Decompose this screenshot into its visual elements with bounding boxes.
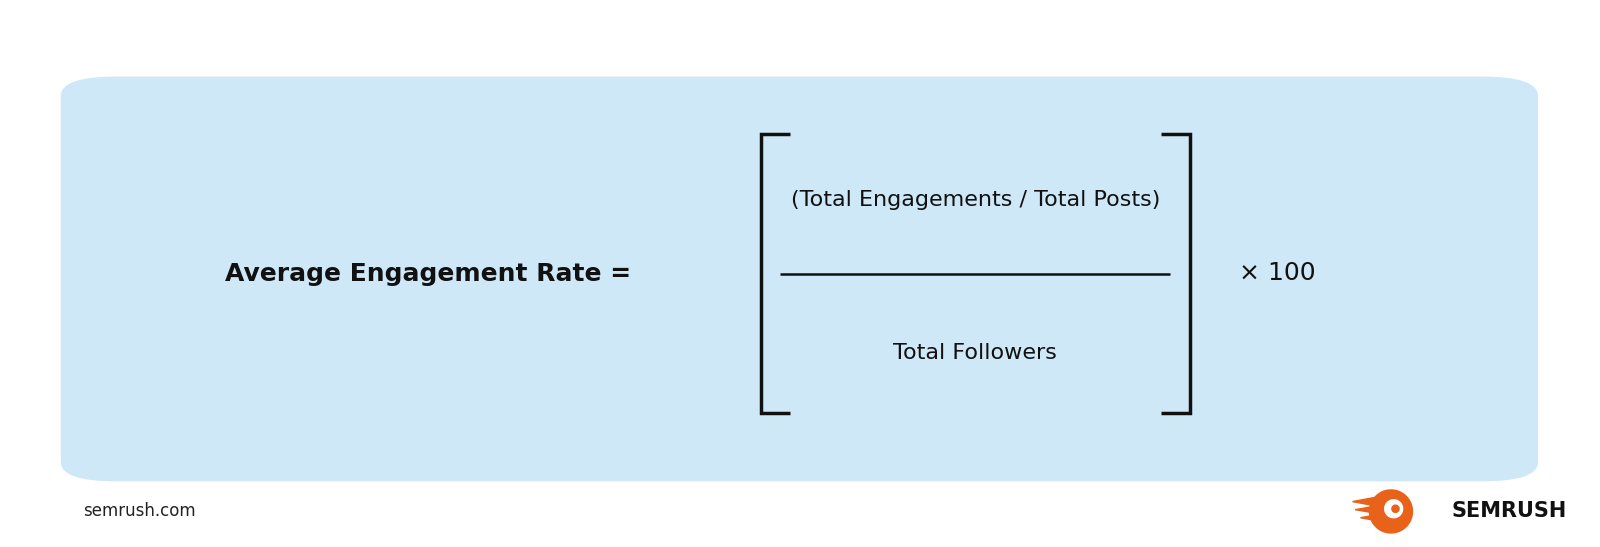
Text: Total Followers: Total Followers [893,343,1058,363]
Polygon shape [1384,500,1403,517]
Text: SEMRUSH: SEMRUSH [1451,502,1566,521]
Text: semrush.com: semrush.com [83,503,195,520]
Text: Average Engagement Rate =: Average Engagement Rate = [226,261,632,286]
Polygon shape [1352,498,1374,505]
Polygon shape [1392,505,1398,513]
Polygon shape [1370,490,1413,533]
Polygon shape [1360,515,1374,520]
Text: × 100: × 100 [1238,261,1315,286]
Text: (Total Engagements / Total Posts): (Total Engagements / Total Posts) [790,190,1160,210]
FancyBboxPatch shape [61,77,1538,481]
Polygon shape [1355,507,1373,513]
